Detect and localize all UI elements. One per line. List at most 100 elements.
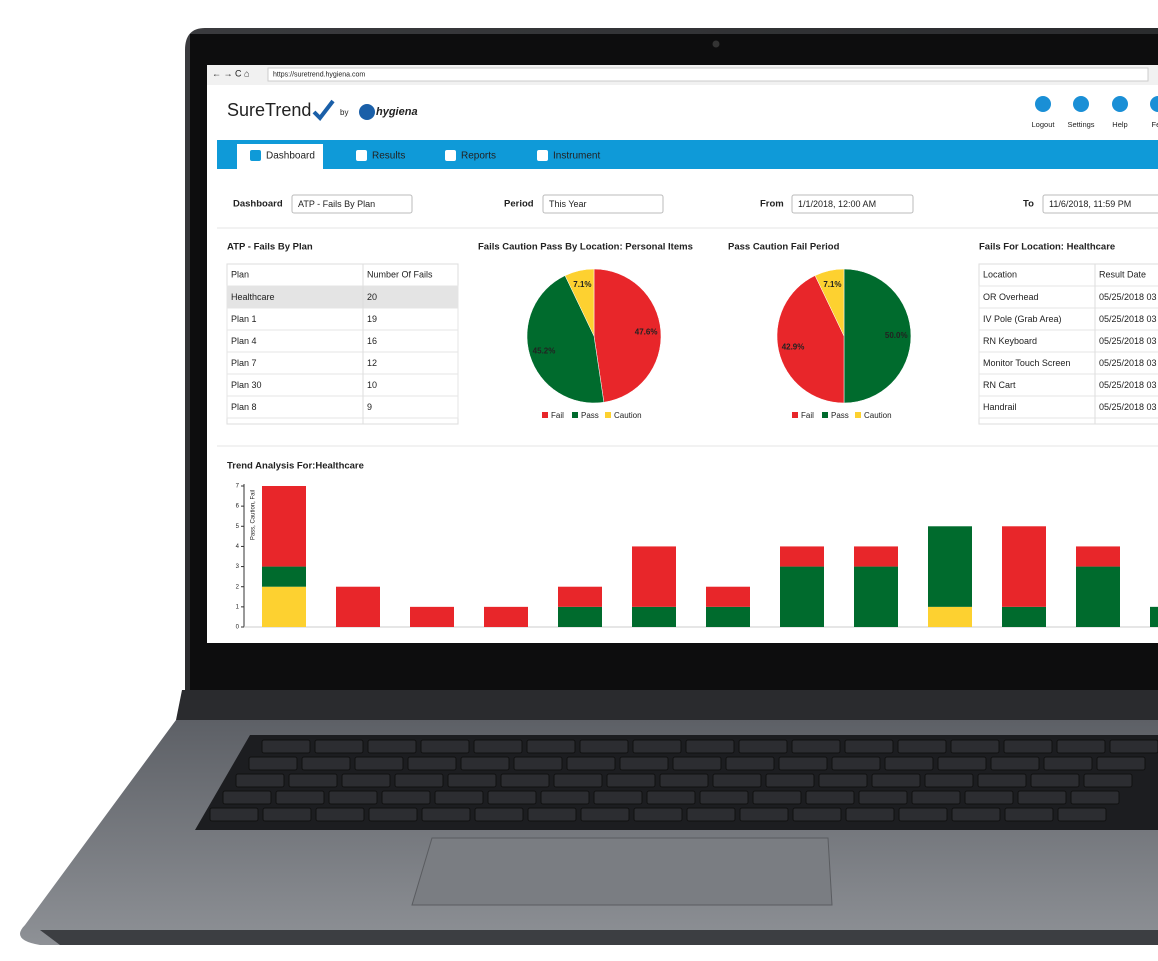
action-label[interactable]: Logout (1032, 120, 1056, 129)
bar-segment[interactable] (928, 606, 972, 627)
bar-segment[interactable] (1150, 606, 1158, 627)
key (659, 773, 709, 788)
filter-input[interactable] (1042, 194, 1158, 214)
bar-segment[interactable] (484, 606, 528, 627)
bar-segment[interactable] (780, 566, 824, 627)
key (858, 790, 908, 805)
table-row[interactable] (226, 329, 459, 353)
pie-slice[interactable] (564, 268, 595, 337)
pie-slice[interactable] (843, 268, 912, 404)
key (222, 790, 272, 805)
bar-segment[interactable] (1002, 526, 1046, 607)
table-row[interactable] (226, 307, 459, 331)
pie-slice[interactable] (776, 275, 845, 404)
filter-value[interactable]: 1/1/2018, 12:00 AM (798, 199, 876, 209)
pie-slice[interactable] (593, 268, 662, 403)
bar-segment[interactable] (262, 486, 306, 567)
partner: hygiena (376, 106, 418, 118)
nav-icon[interactable] (537, 150, 548, 161)
bar-segment[interactable] (632, 606, 676, 627)
y-tick-label: 1 (236, 604, 240, 610)
filter-value[interactable]: This Year (549, 199, 587, 209)
bar-segment[interactable] (262, 566, 306, 587)
nav-buttons[interactable]: ← → C ⌂ (212, 68, 249, 78)
key (818, 773, 868, 788)
key (725, 756, 775, 771)
filter-value[interactable]: ATP - Fails By Plan (298, 199, 375, 209)
filter-value[interactable]: 11/6/2018, 11:59 PM (1049, 199, 1131, 209)
key (381, 790, 431, 805)
key (897, 739, 947, 754)
pie-slice[interactable] (526, 275, 605, 404)
key (911, 790, 961, 805)
filter-input[interactable] (791, 194, 914, 214)
table-row[interactable] (226, 395, 459, 419)
legend-label: Caution (864, 411, 892, 420)
table-row[interactable] (978, 395, 1158, 419)
filter-label: From (760, 199, 784, 210)
slice-label: 50.0% (885, 331, 908, 340)
bar-segment[interactable] (928, 526, 972, 607)
table-cell: 05/25/2018 03 (1099, 380, 1157, 390)
webcam (712, 40, 720, 48)
action-label[interactable]: Fee (1152, 120, 1158, 129)
nav-icon[interactable] (356, 150, 367, 161)
nav-icon[interactable] (445, 150, 456, 161)
bar-segment[interactable] (854, 566, 898, 627)
bar-segment[interactable] (1076, 546, 1120, 567)
bar-segment[interactable] (632, 546, 676, 607)
key (513, 756, 563, 771)
address-bar (267, 67, 1149, 82)
legend-label: Pass (581, 411, 599, 420)
y-tick-label: 6 (236, 504, 240, 510)
bar-segment[interactable] (780, 546, 824, 567)
bar-segment[interactable] (706, 606, 750, 627)
legend-swatch (792, 412, 798, 418)
action-label[interactable]: Settings (1067, 120, 1094, 129)
legend-swatch (822, 412, 828, 418)
legend-label: Caution (614, 411, 642, 420)
table-cell: Plan 1 (231, 314, 257, 324)
bar-segment[interactable] (262, 586, 306, 627)
bar-segment[interactable] (558, 586, 602, 607)
bar-segment[interactable] (336, 586, 380, 627)
nav-tab[interactable]: Dashboard (266, 151, 315, 162)
key (712, 773, 762, 788)
bar-segment[interactable] (706, 586, 750, 607)
filter-input[interactable] (291, 194, 413, 214)
key (553, 773, 603, 788)
action-icon[interactable] (1112, 96, 1128, 112)
table-cell: IV Pole (Grab Area) (983, 314, 1062, 324)
pie-slice[interactable] (814, 268, 845, 337)
bar-segment[interactable] (854, 546, 898, 567)
action-label[interactable]: Help (1112, 120, 1127, 129)
nav-tab[interactable]: Reports (461, 151, 496, 162)
key (1056, 739, 1106, 754)
key (301, 756, 351, 771)
table-row[interactable] (226, 351, 459, 375)
key (328, 790, 378, 805)
nav-tab[interactable]: Instrument (553, 151, 600, 162)
filter-input[interactable] (542, 194, 664, 214)
action-icon[interactable] (1150, 96, 1158, 112)
key (1030, 773, 1080, 788)
bar-segment[interactable] (410, 606, 454, 627)
table-cell: 16 (367, 336, 377, 346)
chart-title: Pass Caution Fail Period (728, 242, 840, 253)
filter-label: To (1023, 199, 1034, 210)
table-row[interactable] (226, 373, 459, 397)
bar-segment[interactable] (558, 606, 602, 627)
nav-icon[interactable] (250, 150, 261, 161)
legend-swatch (605, 412, 611, 418)
key (685, 739, 735, 754)
key (805, 790, 855, 805)
nav-tab[interactable]: Results (372, 151, 405, 162)
action-icon[interactable] (1073, 96, 1089, 112)
key (752, 790, 802, 805)
key (765, 773, 815, 788)
action-icon[interactable] (1035, 96, 1051, 112)
key (315, 807, 365, 822)
bar-segment[interactable] (1002, 606, 1046, 627)
bar-segment[interactable] (1076, 566, 1120, 627)
key (235, 773, 285, 788)
